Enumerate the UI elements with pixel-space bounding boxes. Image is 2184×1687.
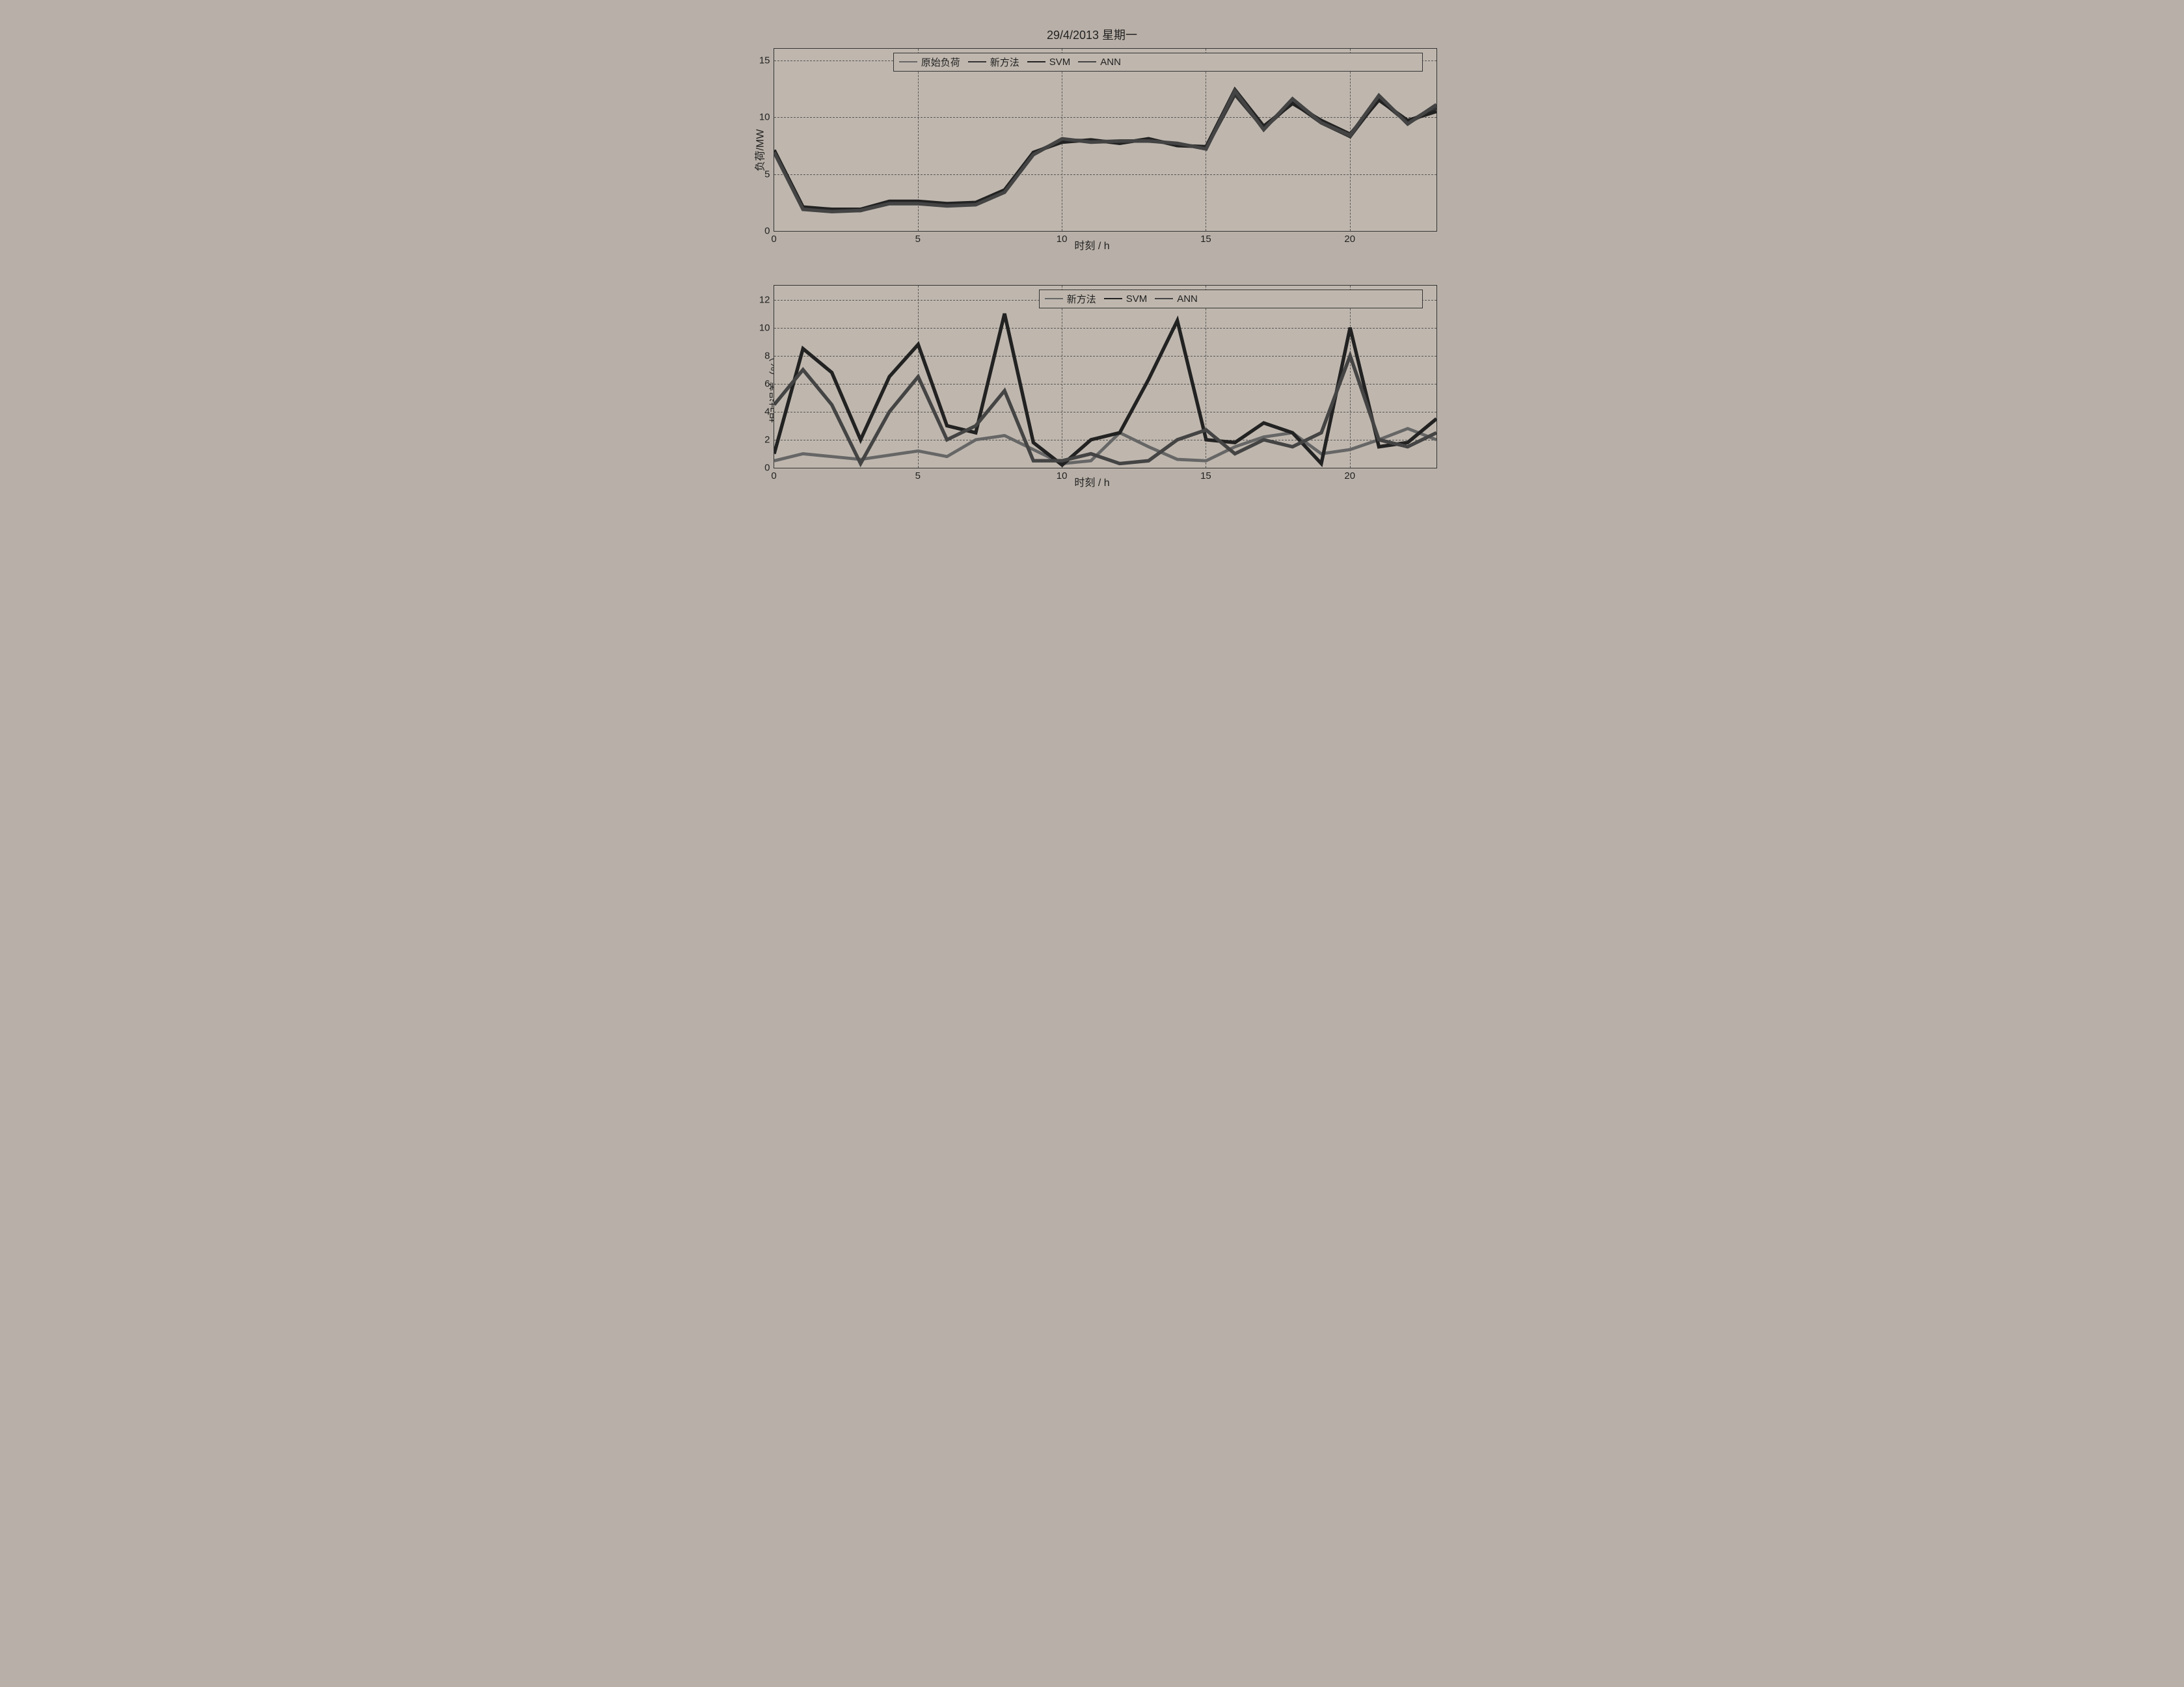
legend-swatch [1078, 61, 1096, 62]
chart-error: 相对误差（%） 02468101205101520新方法SVMANN 时刻 / … [735, 285, 1450, 489]
legend-item: ANN [1155, 293, 1198, 304]
legend-item: ANN [1078, 57, 1121, 68]
chart1-xlabel: 时刻 / h [735, 237, 1450, 252]
xtick-label: 0 [771, 468, 776, 481]
legend-item: 新方法 [968, 55, 1019, 69]
xtick-label: 10 [1057, 468, 1068, 481]
legend-item: SVM [1027, 57, 1071, 68]
legend-label: SVM [1049, 57, 1071, 68]
ytick-label: 15 [759, 55, 774, 66]
legend-label: ANN [1177, 293, 1198, 304]
legend: 原始负荷 新方法 SVM ANN [893, 53, 1423, 72]
legend-swatch [899, 61, 917, 62]
legend-item: 新方法 [1045, 292, 1096, 306]
chart2-xlabel: 时刻 / h [735, 474, 1450, 489]
legend-item: SVM [1104, 293, 1148, 304]
ytick-label: 4 [764, 406, 774, 417]
series-svm [774, 90, 1436, 209]
ytick-label: 6 [764, 378, 774, 389]
legend: 新方法 SVM ANN [1039, 290, 1423, 308]
xtick-label: 10 [1057, 231, 1068, 245]
legend-swatch [968, 61, 986, 62]
ytick-label: 10 [759, 112, 774, 123]
ytick-label: 8 [764, 350, 774, 361]
xtick-label: 15 [1200, 231, 1211, 245]
ytick-label: 5 [764, 169, 774, 180]
ytick-label: 12 [759, 294, 774, 305]
chart-load: 负荷/MW 05101505101520原始负荷新方法SVMANN 时刻 / h [735, 48, 1450, 252]
legend-label: 原始负荷 [921, 55, 960, 69]
xtick-label: 5 [915, 468, 921, 481]
legend-label: 新方法 [1067, 292, 1096, 306]
xtick-label: 20 [1344, 231, 1355, 245]
legend-label: 新方法 [990, 55, 1019, 69]
xtick-label: 20 [1344, 468, 1355, 481]
chart-svg [774, 49, 1436, 231]
chart1-ylabel: 负荷/MW [751, 129, 766, 172]
legend-swatch [1155, 298, 1173, 299]
chart2-plot-area: 02468101205101520新方法SVMANN [774, 285, 1437, 468]
legend-swatch [1104, 298, 1122, 299]
legend-swatch [1027, 61, 1045, 62]
legend-label: SVM [1126, 293, 1148, 304]
xtick-label: 0 [771, 231, 776, 245]
legend-swatch [1045, 298, 1063, 299]
chart-svg [774, 286, 1436, 468]
legend-label: ANN [1100, 57, 1121, 68]
series-ann [774, 91, 1436, 212]
ytick-label: 10 [759, 322, 774, 333]
series-new_method [774, 94, 1436, 211]
ytick-label: 2 [764, 434, 774, 445]
page-title: 29/4/2013 星期一 [735, 26, 1450, 43]
chart1-plot-area: 05101505101520原始负荷新方法SVMANN [774, 48, 1437, 232]
xtick-label: 15 [1200, 468, 1211, 481]
page: 29/4/2013 星期一 负荷/MW 05101505101520原始负荷新方… [735, 26, 1450, 489]
series-original [774, 92, 1436, 211]
legend-item: 原始负荷 [899, 55, 960, 69]
xtick-label: 5 [915, 231, 921, 245]
